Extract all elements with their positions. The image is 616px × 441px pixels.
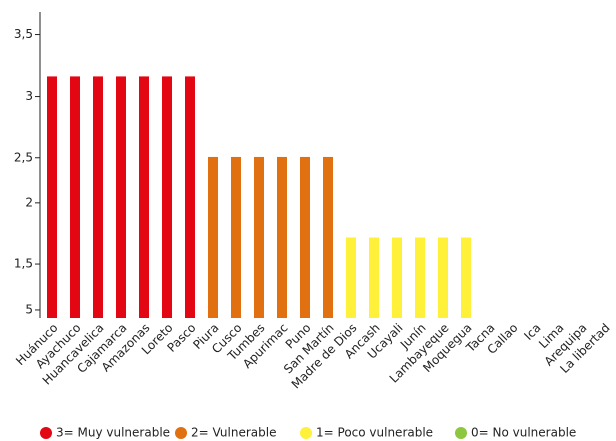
bar	[162, 76, 172, 318]
bar	[438, 237, 448, 318]
legend-label: 1= Poco vulnerable	[316, 426, 433, 440]
bar	[254, 156, 264, 318]
bar	[415, 237, 425, 318]
bar	[231, 156, 241, 318]
bar	[185, 76, 195, 318]
y-tick-label: 1,5	[14, 257, 33, 271]
legend-label: 3= Muy vulnerable	[56, 426, 170, 440]
bar	[277, 156, 287, 318]
bar	[461, 237, 471, 318]
y-tick-label: 2,5	[14, 150, 33, 164]
legend-label: 2= Vulnerable	[191, 426, 276, 440]
y-tick-label: 3,5	[14, 27, 33, 41]
legend-marker	[40, 427, 52, 439]
bar	[208, 156, 218, 318]
bar	[116, 76, 126, 318]
y-tick-label: 5	[25, 302, 33, 316]
legend-marker	[300, 427, 312, 439]
legend-marker	[455, 427, 467, 439]
bar	[300, 156, 310, 318]
legend-label: 0= No vulnerable	[471, 426, 576, 440]
y-tick-label: 2	[25, 195, 33, 209]
bar	[139, 76, 149, 318]
bar	[70, 76, 80, 318]
bar	[346, 237, 356, 318]
y-tick-label: 3	[25, 89, 33, 103]
bar	[323, 156, 333, 318]
bar	[392, 237, 402, 318]
bar	[47, 76, 57, 318]
bar	[93, 76, 103, 318]
legend-marker	[175, 427, 187, 439]
bar	[369, 237, 379, 318]
